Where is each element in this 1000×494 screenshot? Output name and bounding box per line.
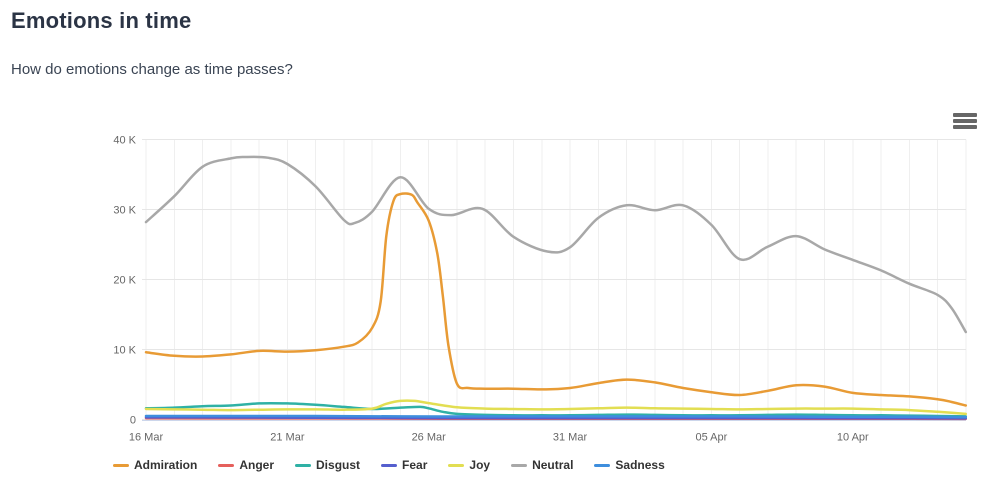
legend-label: Joy	[469, 458, 491, 472]
legend-label: Fear	[402, 458, 428, 472]
chart-legend: Admiration Anger Disgust Fear Joy Neutral Sadn…	[113, 458, 665, 472]
y-axis-tick-label: 30 K	[113, 205, 136, 217]
x-axis-tick-label: 31 Mar	[553, 432, 588, 444]
legend-item-joy[interactable]: Joy	[448, 458, 490, 472]
x-axis-tick-label: 21 Mar	[270, 432, 305, 444]
legend-item-admiration[interactable]: Admiration	[113, 458, 197, 472]
series-line-neutral	[144, 155, 968, 334]
legend-label: Sadness	[615, 458, 665, 472]
legend-marker-fear	[381, 463, 398, 467]
legend-marker-anger	[218, 463, 235, 467]
y-axis-tick-label: 10 K	[113, 345, 136, 357]
page-subtitle: How do emotions change as time passes?	[11, 61, 293, 78]
series-line-sadness	[144, 414, 968, 419]
legend-item-fear[interactable]: Fear	[381, 458, 427, 472]
legend-label: Admiration	[134, 458, 198, 472]
x-axis-tick-label: 05 Apr	[695, 432, 727, 444]
series-line-fear	[144, 416, 968, 420]
x-axis-tick-label: 16 Mar	[129, 432, 164, 444]
chart-context-menu-button[interactable]	[950, 108, 980, 134]
x-axis-tick-label: 26 Mar	[412, 432, 447, 444]
legend-label: Neutral	[532, 458, 574, 472]
page-title: Emotions in time	[11, 8, 192, 33]
legend-item-disgust[interactable]: Disgust	[295, 458, 360, 472]
legend-marker-disgust	[295, 463, 312, 467]
legend-item-sadness[interactable]: Sadness	[594, 458, 665, 472]
hamburger-menu-icon	[953, 113, 977, 129]
legend-label: Disgust	[316, 458, 361, 472]
y-axis-tick-label: 40 K	[113, 135, 136, 147]
series-line-joy	[144, 399, 968, 416]
y-axis-tick-label: 20 K	[113, 275, 136, 287]
legend-item-anger[interactable]: Anger	[218, 458, 274, 472]
x-axis-tick-label: 10 Apr	[837, 432, 869, 444]
legend-marker-joy	[448, 463, 465, 467]
legend-label: Anger	[239, 458, 275, 472]
series-line-admiration	[144, 192, 968, 407]
legend-marker-admiration	[113, 463, 129, 467]
legend-marker-sadness	[594, 463, 611, 467]
legend-item-neutral[interactable]: Neutral	[511, 458, 573, 472]
y-axis-tick-label: 0	[130, 415, 136, 427]
legend-marker-neutral	[511, 463, 528, 467]
